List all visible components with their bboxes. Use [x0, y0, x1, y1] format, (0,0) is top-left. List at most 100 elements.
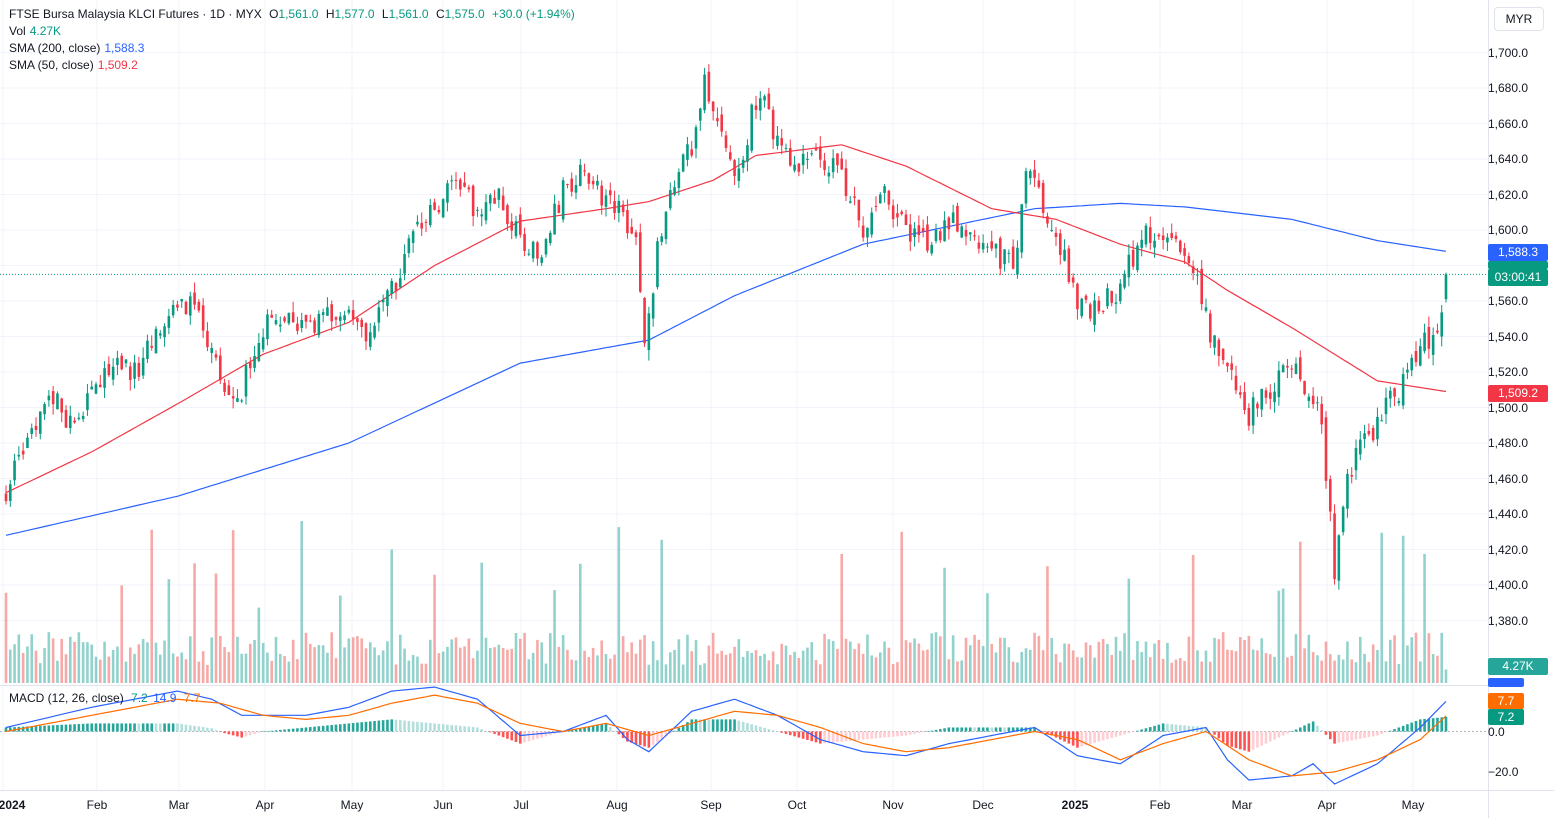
macd-histogram-bar: [844, 731, 848, 742]
volume-bar: [664, 664, 668, 683]
volume-bar: [1208, 661, 1212, 683]
candle-body: [1114, 302, 1118, 304]
macd-histogram-bar: [274, 730, 278, 732]
candle-body: [956, 205, 959, 232]
candle-body: [973, 235, 976, 237]
volume-bar: [463, 646, 466, 683]
candle-body: [1071, 277, 1075, 283]
volume-bar: [467, 638, 471, 683]
candle-body: [13, 460, 16, 481]
volume-bar: [1307, 634, 1311, 683]
volume-bar: [1401, 535, 1405, 683]
volume-bar: [1358, 636, 1362, 683]
macd-histogram-bar: [1097, 731, 1101, 742]
candle-body: [176, 304, 179, 308]
sma50-legend[interactable]: SMA (50, close) 1,509.2: [9, 57, 142, 74]
candle-body: [1028, 171, 1032, 179]
candle-body: [698, 108, 702, 121]
macd-histogram-bar: [1363, 731, 1366, 738]
volume-bar: [1011, 661, 1015, 683]
candle-body: [626, 210, 629, 234]
macd-histogram-bar: [484, 730, 488, 732]
macd-histogram-bar: [677, 727, 681, 732]
candle-body: [797, 163, 801, 172]
volume-bar: [420, 663, 424, 683]
candle-body: [1316, 402, 1319, 404]
candle-body: [30, 428, 34, 434]
volume-bar: [1346, 641, 1349, 683]
candle-body: [527, 253, 531, 255]
volume-bar: [763, 653, 766, 683]
volume-bar: [724, 654, 728, 683]
volume-bar: [506, 649, 509, 683]
sma200-legend[interactable]: SMA (200, close) 1,588.3: [9, 40, 148, 57]
volume-bar: [47, 632, 51, 683]
macd-histogram-bar: [94, 723, 98, 732]
candle-body: [1286, 365, 1289, 368]
macd-histogram-bar: [1148, 727, 1152, 732]
volume-bar: [733, 646, 736, 683]
macd-histogram-bar: [1221, 731, 1225, 743]
candle-body: [158, 333, 162, 336]
volume-bar: [1294, 634, 1298, 683]
macd-histogram-bar: [647, 731, 651, 748]
candle-body: [390, 280, 394, 294]
macd-histogram-bar: [638, 731, 642, 746]
macd-histogram-bar: [38, 725, 42, 732]
macd-histogram-bar: [1208, 731, 1212, 732]
candle-body: [917, 225, 921, 236]
macd-histogram-bar: [600, 724, 604, 732]
candle-body: [891, 205, 895, 220]
macd-histogram-bar: [386, 719, 389, 732]
volume-bar: [1213, 637, 1216, 683]
candle-body: [1256, 403, 1259, 409]
candle-body: [287, 312, 291, 324]
volume-tag: 4.27K: [1488, 658, 1548, 675]
macd-histogram-bar: [630, 731, 634, 743]
volume-bar: [244, 653, 248, 683]
macd-histogram-bar: [1058, 731, 1062, 740]
volume-bar: [566, 649, 569, 683]
macd-histogram-bar: [891, 731, 895, 737]
macd-histogram-bar: [416, 721, 419, 732]
volume-bar: [338, 595, 342, 683]
sma200-line: [5, 202, 1447, 536]
volume-bar: [754, 650, 758, 683]
candle-body: [1337, 535, 1341, 581]
currency-button[interactable]: MYR: [1494, 7, 1544, 31]
volume-bar: [514, 633, 518, 683]
volume-bar: [56, 660, 59, 683]
symbol-title[interactable]: FTSE Bursa Malaysia KLCI Futures · 1D · …: [9, 7, 262, 21]
macd-histogram-bar: [651, 731, 655, 745]
volume-legend[interactable]: Vol 4.27K: [9, 23, 65, 40]
time-axis-label: Jun: [433, 798, 453, 812]
volume-bar: [1234, 651, 1238, 683]
volume-bar: [1170, 662, 1174, 683]
high-label: H: [325, 7, 335, 21]
volume-bar: [686, 634, 689, 683]
macd-histogram-bar: [86, 723, 89, 732]
volume-bar: [1050, 637, 1054, 683]
candle-body: [180, 299, 184, 302]
candle-body: [1444, 274, 1448, 300]
macd-histogram-bar: [398, 720, 402, 732]
macd-histogram-bar: [1183, 725, 1186, 732]
volume-bar: [1397, 664, 1401, 683]
macd-legend[interactable]: MACD (12, 26, close) 7.2 14.9 7.7: [9, 690, 204, 707]
price-axis-label: 1,500.0: [1488, 400, 1529, 415]
volume-bar: [471, 658, 475, 683]
candle-body: [274, 320, 278, 325]
macd-histogram-bar: [784, 731, 788, 734]
macd-histogram-bar: [73, 724, 76, 732]
volume-bar: [651, 641, 655, 683]
time-axis-label: Sep: [700, 798, 722, 812]
volume-bar: [994, 652, 998, 683]
volume-bar: [1290, 655, 1294, 683]
volume-bar: [1093, 657, 1096, 683]
macd-histogram-bar: [47, 725, 51, 732]
macd-histogram-bar: [171, 723, 175, 732]
macd-histogram-bar: [270, 730, 274, 732]
volume-bar: [1144, 641, 1148, 683]
macd-histogram-bar: [1114, 731, 1118, 737]
